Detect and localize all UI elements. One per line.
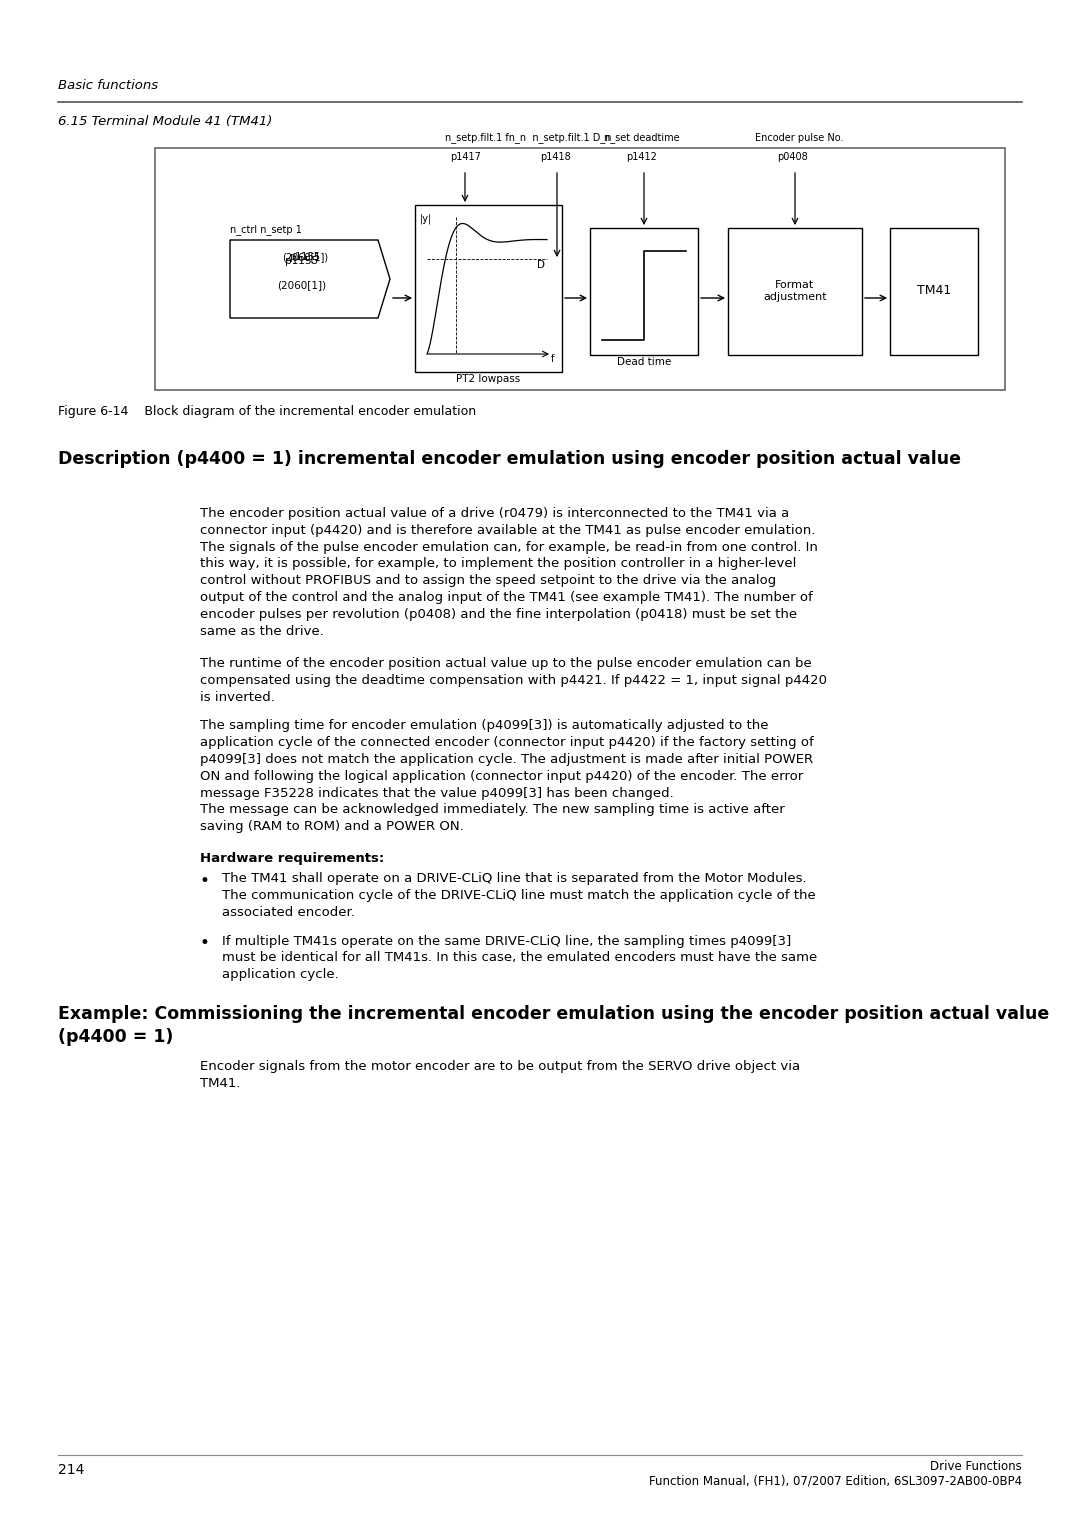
Polygon shape [230, 240, 390, 318]
Bar [728, 228, 862, 354]
Text: PT2 lowpass: PT2 lowpass [456, 374, 521, 383]
Text: 214: 214 [58, 1463, 84, 1477]
Text: p0408: p0408 [777, 153, 808, 162]
Text: Example: Commissioning the incremental encoder emulation using the encoder posit: Example: Commissioning the incremental e… [58, 1005, 1050, 1023]
Text: Hardware requirements:: Hardware requirements: [200, 852, 384, 864]
Text: TM41: TM41 [917, 284, 951, 298]
Text: p1412: p1412 [626, 153, 657, 162]
Text: p1155: p1155 [285, 257, 319, 266]
Text: Figure 6-14    Block diagram of the incremental encoder emulation: Figure 6-14 Block diagram of the increme… [58, 405, 476, 418]
Text: |y|: |y| [420, 212, 432, 223]
Text: Function Manual, (FH1), 07/2007 Edition, 6SL3097-2AB00-0BP4: Function Manual, (FH1), 07/2007 Edition,… [649, 1474, 1022, 1487]
Text: p1417: p1417 [450, 153, 481, 162]
Bar [415, 205, 562, 373]
Text: If multiple TM41s operate on the same DRIVE-CLiQ line, the sampling times p4099[: If multiple TM41s operate on the same DR… [222, 935, 818, 982]
Text: 6.15 Terminal Module 41 (TM41): 6.15 Terminal Module 41 (TM41) [58, 115, 272, 128]
Bar [890, 228, 978, 354]
Text: The encoder position actual value of a drive (r0479) is interconnected to the TM: The encoder position actual value of a d… [200, 507, 818, 638]
Text: Encoder pulse No.: Encoder pulse No. [755, 133, 843, 144]
Text: •: • [200, 935, 210, 953]
Text: Basic functions: Basic functions [58, 79, 158, 92]
Text: Drive Functions: Drive Functions [930, 1460, 1022, 1474]
Text: Format
adjustment: Format adjustment [764, 279, 827, 302]
Text: •: • [200, 872, 210, 890]
Text: n_set deadtime: n_set deadtime [604, 133, 679, 144]
Bar [156, 148, 1005, 389]
Text: n_setp.filt.1 fn_n  n_setp.filt.1 D_n: n_setp.filt.1 fn_n n_setp.filt.1 D_n [445, 133, 611, 144]
Text: D: D [537, 260, 545, 270]
Text: Encoder signals from the motor encoder are to be output from the SERVO drive obj: Encoder signals from the motor encoder a… [200, 1060, 800, 1090]
Text: The TM41 shall operate on a DRIVE-CLiQ line that is separated from the Motor Mod: The TM41 shall operate on a DRIVE-CLiQ l… [222, 872, 815, 919]
Text: The runtime of the encoder position actual value up to the pulse encoder emulati: The runtime of the encoder position actu… [200, 657, 827, 704]
Text: f: f [551, 354, 554, 363]
Text: Description (p4400 = 1) incremental encoder emulation using encoder position act: Description (p4400 = 1) incremental enco… [58, 450, 961, 467]
Text: The sampling time for encoder emulation (p4099[3]) is automatically adjusted to : The sampling time for encoder emulation … [200, 719, 813, 834]
Text: (2060[1]): (2060[1]) [282, 240, 328, 263]
Bar [590, 228, 698, 354]
Text: p1155: p1155 [289, 252, 321, 263]
Text: n_ctrl n_setp 1: n_ctrl n_setp 1 [230, 224, 302, 235]
Text: Dead time: Dead time [617, 357, 671, 366]
Text: p1418: p1418 [540, 153, 570, 162]
Text: (p4400 = 1): (p4400 = 1) [58, 1028, 174, 1046]
Text: (2060[1]): (2060[1]) [278, 279, 326, 290]
